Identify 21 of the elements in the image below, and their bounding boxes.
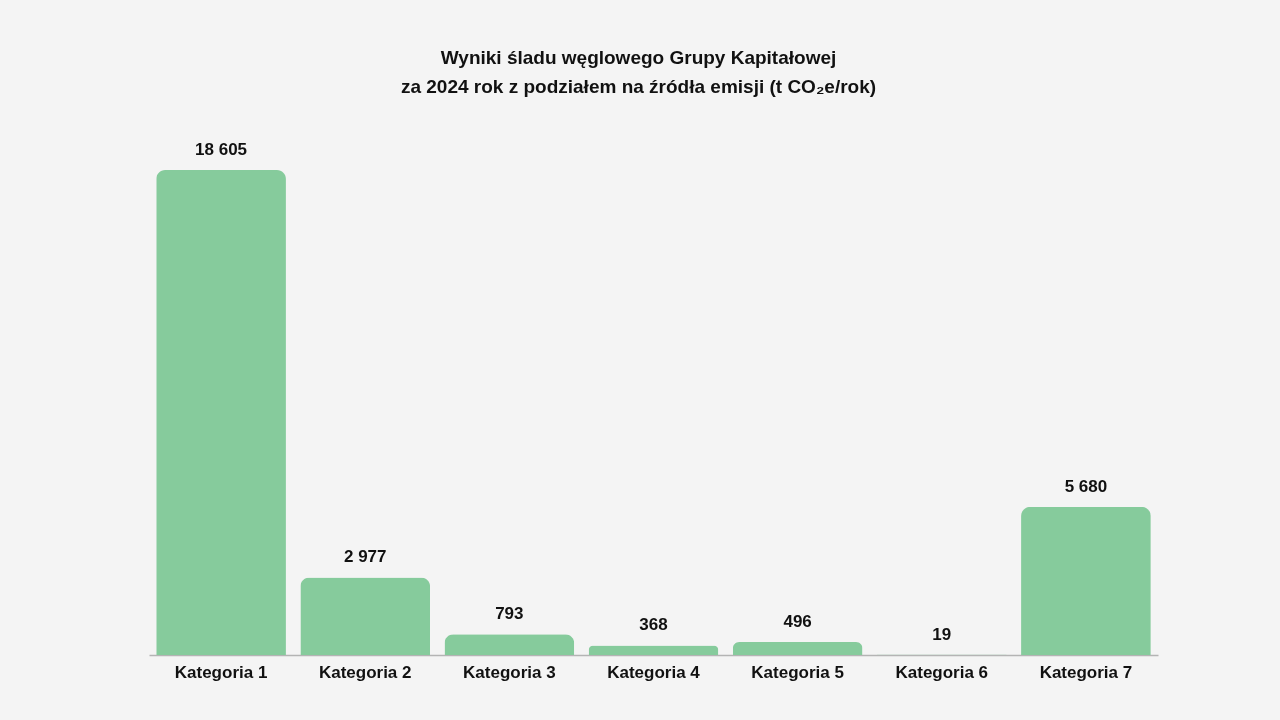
data-label: 19 bbox=[932, 624, 952, 644]
x-tick-label: Kategoria 7 bbox=[1039, 662, 1133, 682]
data-label: 18 605 bbox=[195, 140, 248, 159]
bar bbox=[300, 577, 431, 655]
bar bbox=[1021, 506, 1151, 655]
x-tick-label: Kategoria 3 bbox=[463, 662, 556, 682]
data-label: 2 977 bbox=[343, 547, 387, 567]
data-label: 5 680 bbox=[1064, 476, 1108, 496]
data-label: 496 bbox=[783, 612, 812, 632]
bar bbox=[444, 634, 575, 655]
chart-title: Wyniki śladu węglowego Grupy Kapitałowej za 2024 rok z podziałem na źródła emisji (t CO₂e/rok) bbox=[400, 47, 877, 97]
x-tick-label: Kategoria 4 bbox=[607, 662, 701, 682]
x-tick-label: Kategoria 6 bbox=[895, 662, 989, 682]
bar bbox=[588, 645, 719, 655]
x-tick-label: Kategoria 5 bbox=[751, 662, 844, 682]
x-tick-label: Kategoria 2 bbox=[318, 662, 412, 682]
data-label: 793 bbox=[495, 604, 524, 624]
data-label: 368 bbox=[639, 615, 668, 635]
bar bbox=[732, 642, 863, 655]
bar bbox=[156, 170, 286, 655]
x-tick-label: Kategoria 1 bbox=[174, 662, 268, 682]
